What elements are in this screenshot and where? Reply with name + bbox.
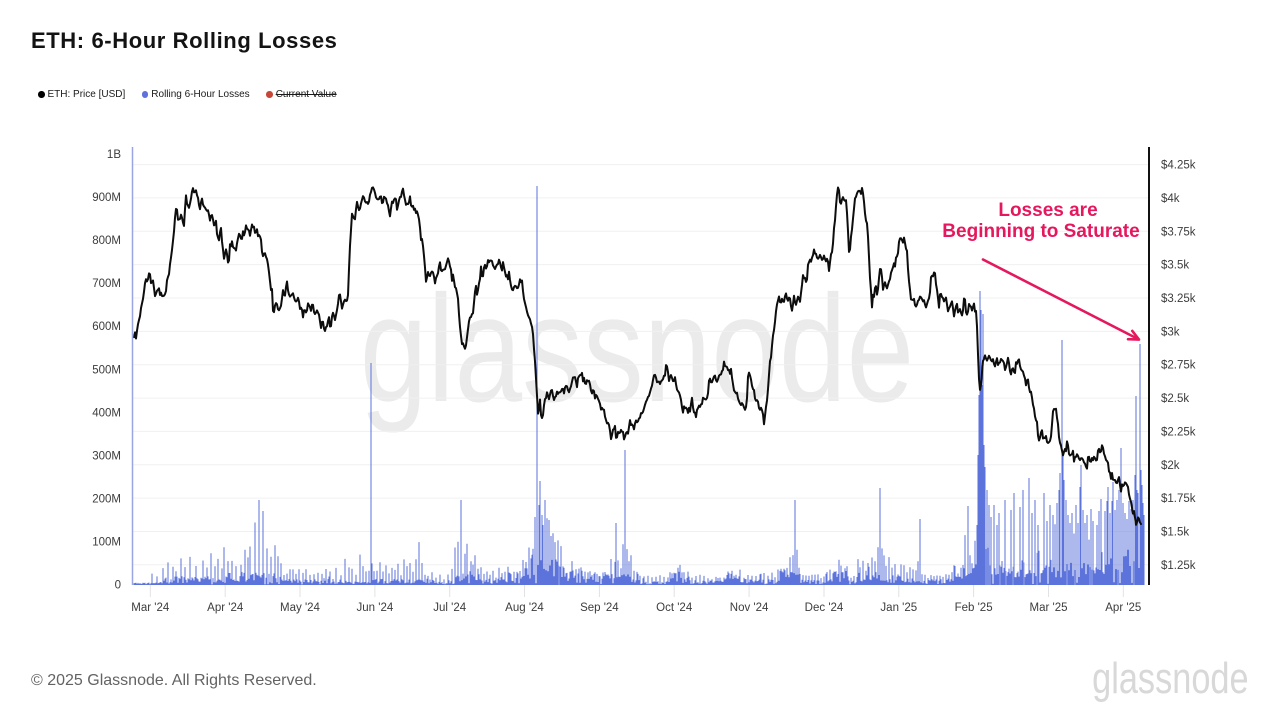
svg-text:Sep '24: Sep '24 bbox=[580, 602, 619, 614]
svg-text:Nov '24: Nov '24 bbox=[730, 602, 769, 614]
svg-text:$2k: $2k bbox=[1161, 460, 1180, 472]
svg-text:700M: 700M bbox=[92, 278, 121, 290]
svg-text:Apr '25: Apr '25 bbox=[1105, 602, 1141, 614]
svg-text:Mar '24: Mar '24 bbox=[131, 602, 170, 614]
svg-text:$1.25k: $1.25k bbox=[1161, 560, 1196, 572]
svg-text:Jun '24: Jun '24 bbox=[357, 602, 394, 614]
svg-text:200M: 200M bbox=[92, 494, 121, 506]
svg-text:Losses are: Losses are bbox=[998, 200, 1097, 221]
svg-text:$2.25k: $2.25k bbox=[1161, 426, 1196, 438]
svg-text:Jul '24: Jul '24 bbox=[433, 602, 466, 614]
svg-text:300M: 300M bbox=[92, 450, 121, 462]
svg-text:Apr '24: Apr '24 bbox=[207, 602, 244, 614]
svg-text:800M: 800M bbox=[92, 235, 121, 247]
svg-text:$3.5k: $3.5k bbox=[1161, 260, 1189, 272]
svg-text:Mar '25: Mar '25 bbox=[1030, 602, 1068, 614]
svg-text:$3.75k: $3.75k bbox=[1161, 226, 1196, 238]
svg-text:400M: 400M bbox=[92, 407, 121, 419]
svg-text:500M: 500M bbox=[92, 364, 121, 376]
svg-text:900M: 900M bbox=[92, 192, 121, 204]
svg-text:Aug '24: Aug '24 bbox=[505, 602, 544, 614]
svg-text:$2.75k: $2.75k bbox=[1161, 360, 1196, 372]
svg-text:May '24: May '24 bbox=[280, 602, 321, 614]
svg-text:$3.25k: $3.25k bbox=[1161, 293, 1196, 305]
svg-text:0: 0 bbox=[115, 580, 121, 592]
svg-text:$1.75k: $1.75k bbox=[1161, 493, 1196, 505]
svg-text:Oct '24: Oct '24 bbox=[656, 602, 693, 614]
svg-text:$1.5k: $1.5k bbox=[1161, 527, 1189, 539]
svg-text:Dec '24: Dec '24 bbox=[805, 602, 844, 614]
svg-text:$3k: $3k bbox=[1161, 326, 1180, 338]
svg-text:$2.5k: $2.5k bbox=[1161, 393, 1189, 405]
svg-text:Jan '25: Jan '25 bbox=[880, 602, 917, 614]
svg-text:Feb '25: Feb '25 bbox=[955, 602, 993, 614]
svg-text:$4k: $4k bbox=[1161, 193, 1180, 205]
svg-text:1B: 1B bbox=[107, 149, 121, 161]
svg-text:600M: 600M bbox=[92, 321, 121, 333]
svg-text:Beginning to Saturate: Beginning to Saturate bbox=[942, 221, 1139, 242]
svg-text:glassnode: glassnode bbox=[360, 264, 914, 434]
svg-text:100M: 100M bbox=[92, 537, 121, 549]
svg-text:$4.25k: $4.25k bbox=[1161, 160, 1196, 172]
